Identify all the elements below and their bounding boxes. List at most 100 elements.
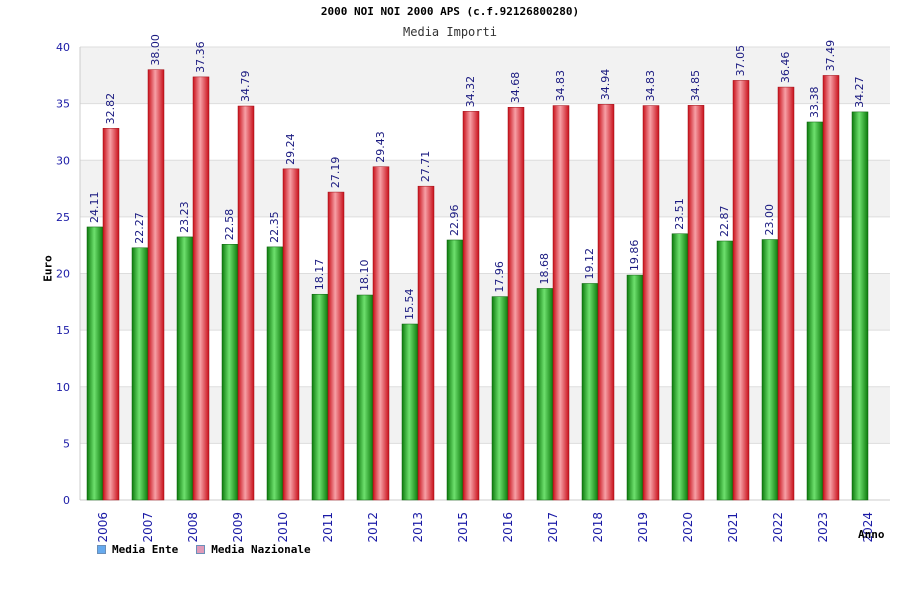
x-tick-label: 2019 xyxy=(636,512,650,543)
x-tick-label: 2017 xyxy=(546,512,560,543)
x-tick-label: 2018 xyxy=(591,512,605,543)
data-label: 37.05 xyxy=(734,45,747,77)
x-tick-label: 2020 xyxy=(681,512,695,543)
bar-media-ente-2022 xyxy=(761,239,779,501)
data-label: 23.51 xyxy=(673,198,686,230)
data-label: 36.46 xyxy=(779,52,792,84)
legend-swatch-media-ente xyxy=(97,545,106,554)
x-tick-label: 2011 xyxy=(321,512,335,543)
x-tick-label: 2022 xyxy=(771,512,785,543)
data-label: 19.12 xyxy=(583,248,596,280)
bar-media-nazionale-2007 xyxy=(147,69,165,501)
x-tick-label: 2016 xyxy=(501,512,515,543)
bar-media-ente-2024 xyxy=(851,111,869,501)
x-tick-label: 2021 xyxy=(726,512,740,543)
legend-item-media-nazionale: Media Nazionale xyxy=(196,543,311,556)
bar-media-ente-2019 xyxy=(626,274,644,501)
x-axis-label: Anno xyxy=(858,528,885,541)
bar-media-nazionale-2022 xyxy=(777,86,795,501)
bar-media-ente-2007 xyxy=(131,247,149,501)
legend-item-media-ente: Media Ente xyxy=(97,543,178,556)
y-tick-label: 30 xyxy=(56,154,70,167)
data-label: 27.71 xyxy=(419,151,432,183)
data-label: 19.86 xyxy=(628,240,641,272)
data-label: 15.54 xyxy=(403,289,416,321)
bar-media-nazionale-2017 xyxy=(552,105,570,501)
y-tick-label: 5 xyxy=(63,437,70,450)
y-tick-label: 20 xyxy=(56,268,70,281)
data-label: 22.35 xyxy=(268,211,281,243)
data-label: 34.94 xyxy=(599,69,612,101)
data-label: 34.83 xyxy=(644,70,657,102)
bar-media-nazionale-2010 xyxy=(282,168,300,501)
bar-media-ente-2013 xyxy=(401,323,419,501)
background-band xyxy=(80,47,890,104)
bar-media-nazionale-2023 xyxy=(822,75,840,501)
x-tick-label: 2012 xyxy=(366,512,380,543)
x-tick-label: 2023 xyxy=(816,512,830,543)
bar-media-ente-2009 xyxy=(221,244,239,501)
legend-swatch-media-nazionale xyxy=(196,545,206,554)
bar-media-nazionale-2008 xyxy=(192,76,210,501)
x-tick-label: 2010 xyxy=(276,512,290,543)
data-label: 34.68 xyxy=(509,72,522,104)
y-tick-label: 25 xyxy=(56,211,70,224)
x-tick-label: 2008 xyxy=(186,512,200,543)
data-label: 34.79 xyxy=(239,71,252,103)
x-tick-label: 2006 xyxy=(96,512,110,543)
x-tick-label: 2013 xyxy=(411,512,425,543)
data-label: 37.36 xyxy=(194,41,207,73)
data-label: 38.00 xyxy=(149,34,162,66)
y-tick-label: 15 xyxy=(56,324,70,337)
bar-media-ente-2010 xyxy=(266,246,284,501)
data-label: 32.82 xyxy=(104,93,117,125)
data-label: 22.87 xyxy=(718,205,731,237)
background-band xyxy=(80,273,890,331)
chart-title: 2000 NOI NOI 2000 APS (c.f.92126800280) xyxy=(320,5,580,18)
data-label: 33.38 xyxy=(808,86,821,118)
data-label: 22.58 xyxy=(223,209,236,241)
bar-media-nazionale-2012 xyxy=(372,166,390,501)
y-tick-label: 10 xyxy=(56,381,70,394)
bar-media-ente-2021 xyxy=(716,240,734,501)
bar-media-nazionale-2019 xyxy=(642,105,660,501)
bar-media-nazionale-2018 xyxy=(597,104,615,501)
bar-media-nazionale-2006 xyxy=(102,128,120,501)
data-label: 23.00 xyxy=(763,204,776,236)
x-tick-label: 2015 xyxy=(456,512,470,543)
data-label: 34.32 xyxy=(464,76,477,108)
bar-media-ente-2023 xyxy=(806,121,824,501)
chart-subtitle: Media Importi xyxy=(403,25,497,39)
data-label: 34.83 xyxy=(554,70,567,102)
x-tick-label: 2009 xyxy=(231,512,245,543)
bar-media-nazionale-2015 xyxy=(462,111,480,501)
x-tick-label: 2007 xyxy=(141,512,155,543)
background-band xyxy=(80,160,890,217)
bar-media-nazionale-2013 xyxy=(417,185,435,501)
y-tick-label: 35 xyxy=(56,98,70,111)
data-label: 29.24 xyxy=(284,133,297,165)
bar-media-nazionale-2020 xyxy=(687,105,705,501)
data-label: 29.43 xyxy=(374,131,387,163)
legend-label-media-nazionale: Media Nazionale xyxy=(211,543,311,556)
bar-media-nazionale-2016 xyxy=(507,106,525,501)
data-label: 23.23 xyxy=(178,201,191,233)
bar-media-ente-2018 xyxy=(581,283,599,501)
data-label: 34.85 xyxy=(689,70,702,102)
bar-media-ente-2008 xyxy=(176,236,194,501)
background-band xyxy=(80,386,890,444)
data-label: 22.96 xyxy=(448,204,461,236)
y-tick-label: 0 xyxy=(63,494,70,507)
data-label: 17.96 xyxy=(493,261,506,293)
bar-media-ente-2006 xyxy=(86,226,104,501)
data-label: 37.49 xyxy=(824,40,837,72)
bar-media-ente-2020 xyxy=(671,233,689,501)
legend: Media Ente Media Nazionale xyxy=(97,543,329,556)
x-tick-label: 2024 xyxy=(861,512,875,543)
bar-media-nazionale-2011 xyxy=(327,191,345,501)
data-label: 27.19 xyxy=(329,157,342,189)
legend-label-media-ente: Media Ente xyxy=(112,543,179,556)
data-label: 24.11 xyxy=(88,191,101,223)
bar-media-ente-2017 xyxy=(536,288,554,501)
